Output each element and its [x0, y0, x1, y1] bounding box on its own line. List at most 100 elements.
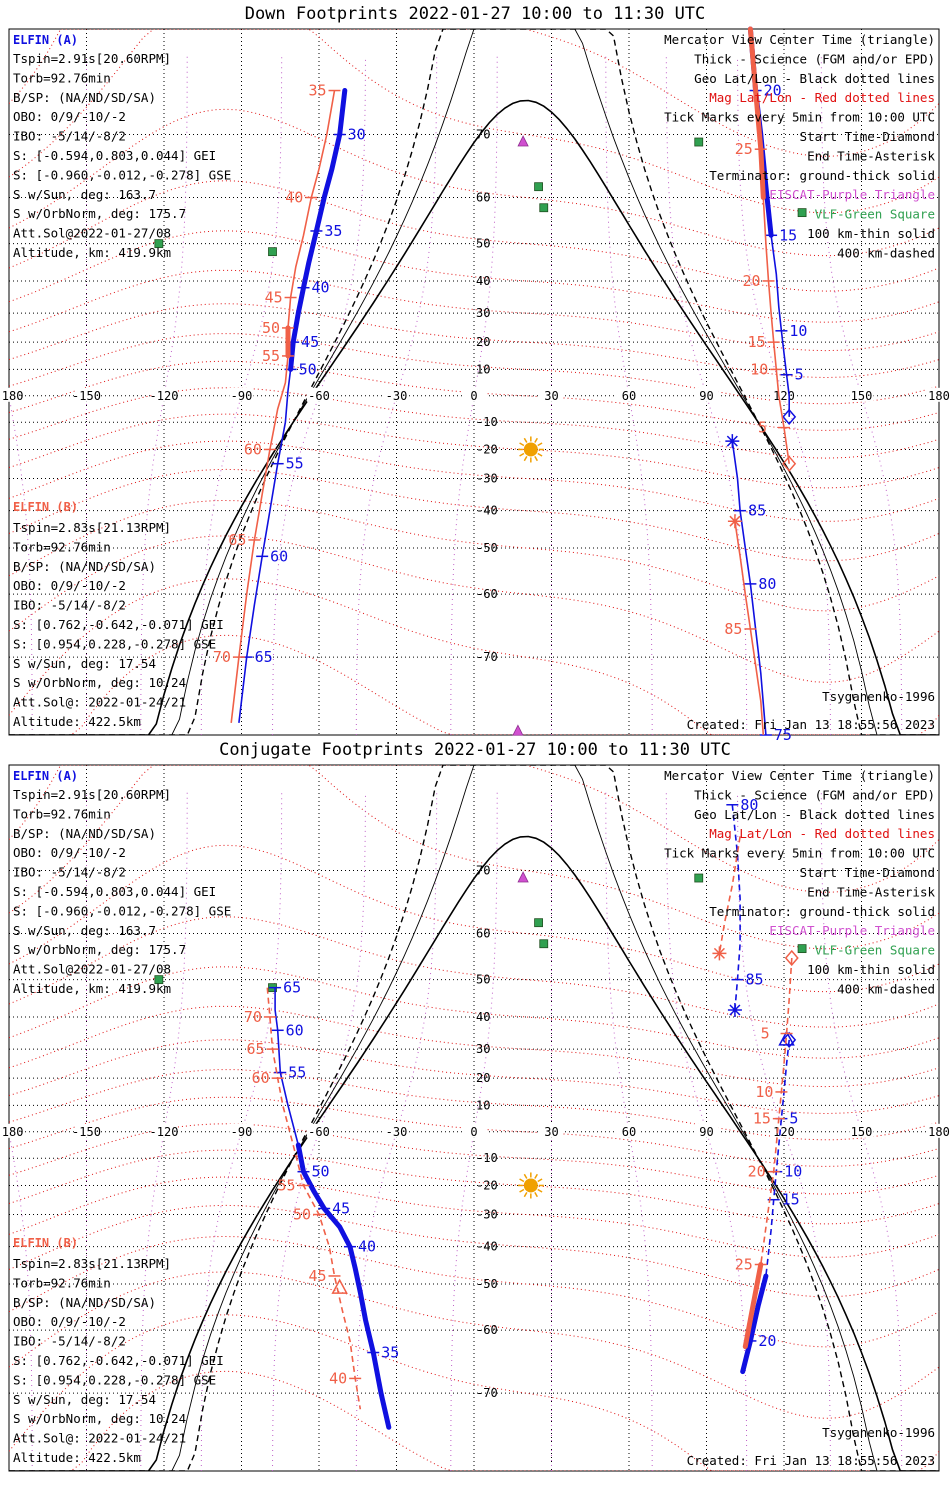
vlf-square-icon: [797, 208, 807, 218]
tick-label: 40: [329, 1369, 347, 1387]
science-segment: [288, 88, 348, 372]
down-panel-title: Down Footprints 2022-01-27 10:00 to 11:3…: [244, 4, 706, 24]
tick-label: 45: [309, 1267, 327, 1285]
lon-tick-label: 0: [470, 389, 477, 403]
elfin-a-info-line: Torb=92.76min: [13, 806, 111, 821]
end-asterisk-icon: [725, 434, 740, 449]
elfin-a-info-line: Tspin=2.91s[20.60RPM]: [13, 787, 171, 802]
lon-tick-label: -30: [386, 1125, 408, 1139]
elfin-b-info-line: OBO: 0/9/-10/-2: [13, 578, 126, 593]
legend-entry: Start Time-Diamond: [800, 865, 935, 880]
elfin-a-header: ELFIN (A): [13, 33, 78, 47]
track-line: [731, 441, 767, 736]
tick-label: 5: [761, 1025, 770, 1043]
elfin-a-info-line: S: [-0.960,-0.012,-0.278] GSE: [13, 167, 231, 182]
lat-tick-label: 50: [476, 973, 490, 987]
elfin-b-info-line: Torb=92.76min: [13, 539, 111, 554]
elfin_b_conj3-track: 5 10 15 20 25: [735, 949, 799, 1350]
legend-entry: Mercator View Center Time (triangle): [664, 768, 935, 783]
conjugate-panel-title: Conjugate Footprints 2022-01-27 10:00 to…: [219, 740, 731, 760]
legend-entry: Terminator: ground-thick solid: [709, 168, 935, 183]
elfin-a-info-line: Altitude, km: 419.9km: [13, 981, 171, 996]
mag-lat-line: [9, 535, 939, 683]
tick-label: 65: [247, 1040, 265, 1058]
elfin-a-info-line: S: [-0.594,0.803,0.044] GEI: [13, 148, 216, 163]
elfin-b-info-line: Tspin=2.83s[21.13RPM]: [13, 1256, 171, 1271]
mag-lat-line: [9, 269, 939, 352]
tick-label: 80: [758, 575, 776, 593]
mag-lon-line: [272, 56, 366, 735]
elfin-a-info-line: OBO: 0/9/-10/-2: [13, 109, 126, 124]
sun-icon: [517, 1172, 544, 1199]
elfin-a-info-line: S: [-0.594,0.803,0.044] GEI: [13, 884, 216, 899]
elfin-a-info-line: Att.Sol@2022-01-27/08: [13, 226, 171, 241]
model-label: Tsyganenko-1996: [822, 689, 935, 704]
elfin-a-info-line: B/SP: (NA/ND/SD/SA): [13, 826, 156, 841]
tick-label: 10: [789, 322, 807, 340]
tick-label: 55: [288, 1064, 306, 1082]
lat-tick-label: -30: [476, 472, 498, 486]
lat-tick-label: -40: [476, 1240, 498, 1254]
mag-lat-line: [9, 180, 939, 292]
elfin_a_conj1-track: 65 60 55 50 45 40 35: [269, 979, 399, 1430]
elfin-a-info-line: S: [-0.960,-0.012,-0.278] GSE: [13, 903, 231, 918]
mag-lat-line: [9, 1271, 939, 1419]
end-asterisk-icon: [727, 514, 742, 529]
legend-entry: EISCAT-Purple Triangle: [769, 187, 935, 202]
mag-lat-line: [9, 1314, 939, 1471]
lon-tick-label: 180: [928, 389, 950, 403]
tick-label: 15: [753, 1110, 771, 1128]
legend-entry: End Time-Asterisk: [807, 148, 935, 163]
legend-entry: 400 km-dashed: [837, 245, 935, 260]
vlf-square-icon: [797, 944, 807, 954]
track-line: [718, 836, 741, 954]
elfin-b-info-line: IBO: -5/14/-8/2: [13, 1334, 126, 1349]
mag-lon-line: [272, 792, 366, 1471]
track-line: [731, 804, 741, 1011]
mag-lat-line: [9, 440, 939, 522]
legend-entry: Thick - Science (FGM and/or EPD): [694, 51, 935, 66]
conjugate-footprints-map: -180-150-120-90-60-300306090120150180706…: [0, 724, 950, 1472]
lat-tick-label: 60: [476, 927, 490, 941]
lon-tick-label: -150: [72, 389, 101, 403]
lon-tick-label: -120: [150, 1125, 179, 1139]
lon-tick-label: 60: [622, 389, 636, 403]
lat-tick-label: 40: [476, 274, 490, 288]
legend-entry: Tick Marks every 5min from 10:00 UTC: [664, 110, 935, 125]
elfin_b_pass3-track: 85: [724, 514, 765, 736]
tick-label: 65: [228, 531, 246, 549]
tick-label: 45: [332, 1200, 350, 1218]
lon-tick-label: 60: [622, 1125, 636, 1139]
elfin-b-header: ELFIN (B): [13, 1236, 78, 1250]
start-diamond-icon: [782, 408, 797, 426]
elfin-a-info-line: Att.Sol@2022-01-27/08: [13, 962, 171, 977]
lat-tick-label: 10: [476, 1098, 490, 1112]
science-segment: [740, 1273, 769, 1375]
tick-label: 5: [758, 419, 767, 437]
vlf-square-icon: [154, 975, 164, 985]
elfin-a-info-line: S w/Sun, deg: 163.7: [13, 923, 156, 938]
elfin-a-info-line: IBO: -5/14/-8/2: [13, 865, 126, 880]
mag-lat-line: [9, 578, 939, 735]
elfin-b-info-line: Att.Sol@: 2022-01-24/21: [13, 1431, 186, 1446]
mag-lat-line: [9, 1176, 939, 1258]
lon-tick-label: -60: [308, 1125, 330, 1139]
elfin_a_conj2-track: 80 85: [726, 796, 764, 1017]
elfin-a-info-line: OBO: 0/9/-10/-2: [13, 845, 126, 860]
lat-tick-label: 60: [476, 191, 490, 205]
tick-label: 65: [255, 648, 273, 666]
map-plot-area: [9, 29, 939, 735]
vlf-square-icon: [539, 939, 549, 949]
lat-tick-label: -30: [476, 1208, 498, 1222]
tick-label: 85: [724, 620, 742, 638]
elfin-b-info: ELFIN (B) Tspin=2.83s[21.13RPM] Torb=92.76…: [13, 1236, 224, 1465]
elfin-b-info-line: S w/OrbNorm, deg: 10.24: [13, 1411, 186, 1426]
tick-label: 35: [309, 82, 327, 100]
mag-lat-line: [9, 230, 939, 323]
tick-label: 20: [764, 82, 782, 100]
lat-tick-label: 10: [476, 362, 490, 376]
elfin-b-info-line: S w/Sun, deg: 17.54: [13, 656, 156, 671]
vlf-square-icon: [694, 873, 704, 883]
eiscat-triangle-icon: [517, 871, 529, 883]
tick-label: 10: [750, 360, 768, 378]
